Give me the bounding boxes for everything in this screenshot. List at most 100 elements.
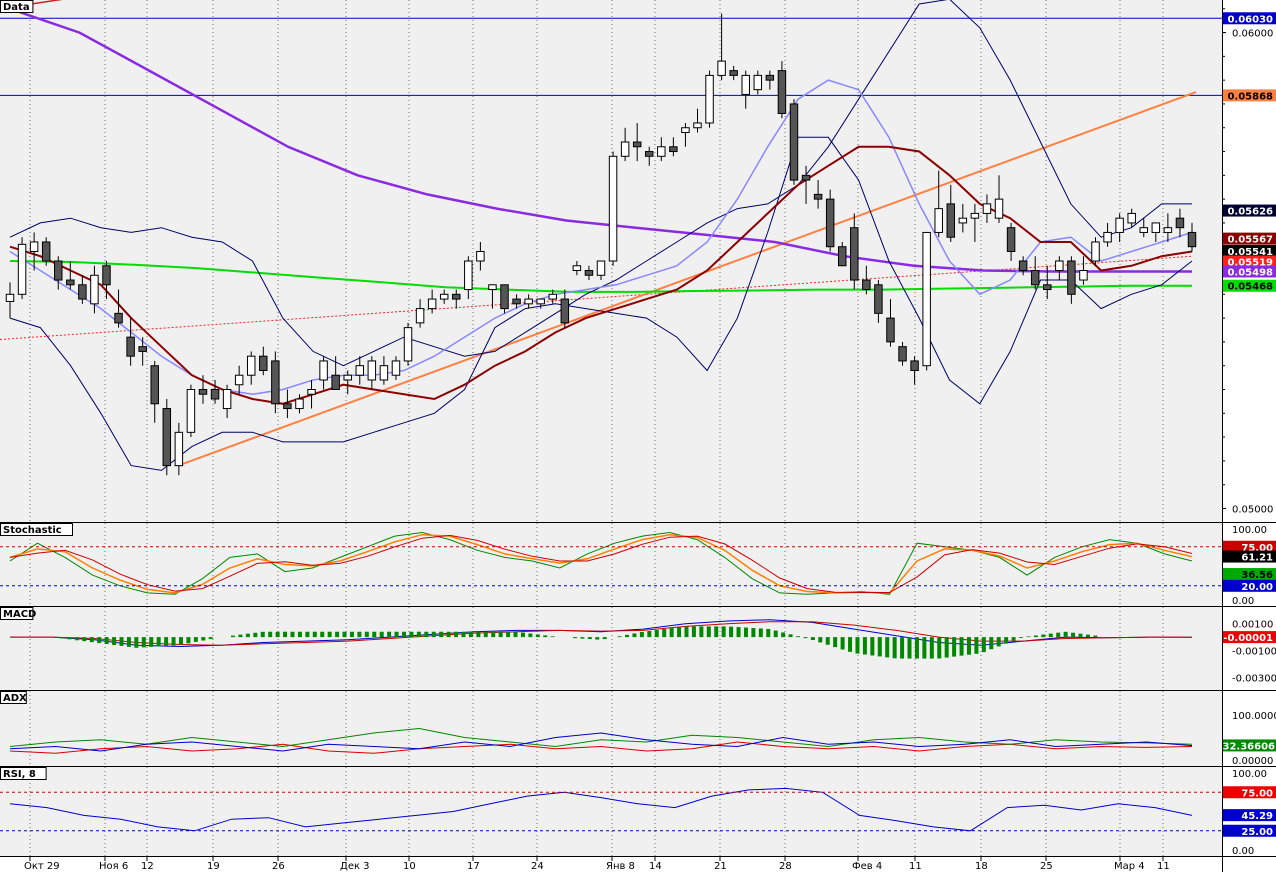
candle-body — [379, 365, 389, 381]
candle-body — [476, 250, 485, 262]
macd-bar — [625, 634, 630, 638]
candle — [717, 13, 726, 81]
macd-bar — [1063, 631, 1068, 638]
macd-bar — [550, 636, 555, 638]
macd-bar — [178, 637, 183, 645]
candle — [596, 260, 606, 281]
macd-bar — [290, 631, 295, 638]
macd-line — [10, 619, 1193, 648]
macd-tag — [1223, 631, 1276, 644]
stoch-tick-label: 0.00 — [1232, 596, 1254, 607]
macd-bar — [201, 637, 206, 641]
rsi-tick-label: 0.00 — [1232, 846, 1254, 857]
candle — [524, 294, 533, 309]
panel-adx — [0, 691, 1222, 766]
candle — [608, 151, 618, 266]
macd-bar — [1048, 633, 1053, 638]
macd-bar — [706, 626, 711, 638]
candle — [126, 318, 135, 366]
macd-bar — [275, 631, 280, 638]
macd-bar — [1093, 635, 1098, 638]
macd-bar — [595, 637, 600, 640]
macd-bar — [825, 637, 830, 645]
macd-bar — [840, 637, 845, 650]
macd-bar — [848, 637, 853, 652]
adx-minus-di-line — [9, 741, 1193, 754]
candle — [1006, 222, 1016, 261]
candle-body — [1091, 241, 1100, 262]
macd-bar — [796, 636, 800, 638]
price-tick-label: 0.06000 — [1232, 29, 1273, 40]
macd-bar — [283, 631, 288, 638]
panel-macd — [0, 607, 1222, 690]
panel-title: RSI, 8 — [3, 769, 36, 780]
price-tag — [1223, 232, 1276, 245]
candle — [331, 356, 340, 391]
candle-body — [41, 241, 51, 262]
stoch-tick-label: 100.00 — [1232, 525, 1267, 536]
candle — [705, 70, 714, 128]
macd-bar — [416, 631, 421, 638]
stoch-tag — [1223, 568, 1276, 581]
candle-body — [259, 355, 268, 371]
macd-bar — [773, 630, 778, 638]
candle-body — [1018, 260, 1028, 272]
macd-bar — [305, 631, 310, 638]
candle — [922, 231, 931, 371]
macd-bar — [937, 637, 942, 659]
candle-body — [572, 265, 582, 272]
time-tick-label: Дек 3 — [340, 861, 370, 872]
candle — [669, 137, 678, 157]
macd-bar — [238, 634, 243, 638]
macd-bar — [699, 626, 704, 638]
macd-bar — [476, 631, 481, 638]
candle — [789, 99, 799, 185]
time-tick-label: 11 — [909, 861, 922, 872]
macd-bar — [454, 631, 459, 638]
candle — [367, 356, 377, 390]
candle — [584, 265, 594, 281]
candle — [54, 256, 63, 290]
candle — [464, 256, 473, 300]
macd-bar — [297, 631, 302, 638]
candle — [898, 341, 907, 366]
candle-body — [536, 298, 545, 305]
macd-bar — [743, 627, 748, 638]
candle-body — [1187, 231, 1197, 248]
macd-bar — [766, 628, 771, 638]
candle — [1067, 256, 1076, 304]
candle-body — [1030, 270, 1040, 286]
candle — [114, 289, 123, 328]
macd-bar — [134, 637, 139, 648]
stoch-tag-label: 20.00 — [1241, 582, 1273, 593]
macd-bar — [996, 637, 1001, 647]
macd-tick-label: 0.00100 — [1232, 620, 1273, 631]
candle-body — [1103, 231, 1112, 243]
candle-body — [1055, 260, 1064, 272]
candle-body — [862, 279, 871, 291]
macd-bar — [104, 637, 109, 645]
candle-body — [874, 284, 883, 314]
candle-body — [427, 298, 437, 310]
dotted-trendline — [0, 255, 1193, 341]
candle-body — [632, 141, 642, 148]
stoch-tag — [1223, 579, 1276, 592]
candle-body — [898, 346, 907, 362]
macd-bar — [231, 635, 236, 638]
candle-body — [102, 265, 111, 286]
candle-body — [922, 231, 931, 367]
macd-bar — [461, 631, 466, 638]
macd-bar — [1011, 637, 1016, 641]
macd-plot — [10, 619, 1193, 648]
candle — [536, 298, 545, 309]
candle-body — [934, 208, 943, 233]
macd-bar — [327, 631, 332, 638]
macd-bar — [372, 631, 377, 638]
candle-body — [54, 260, 63, 281]
candle — [307, 379, 316, 409]
rsi-tag — [1223, 824, 1276, 837]
candle-body — [910, 360, 919, 371]
time-tick-label: 24 — [531, 861, 544, 872]
candle-body — [1079, 270, 1088, 281]
